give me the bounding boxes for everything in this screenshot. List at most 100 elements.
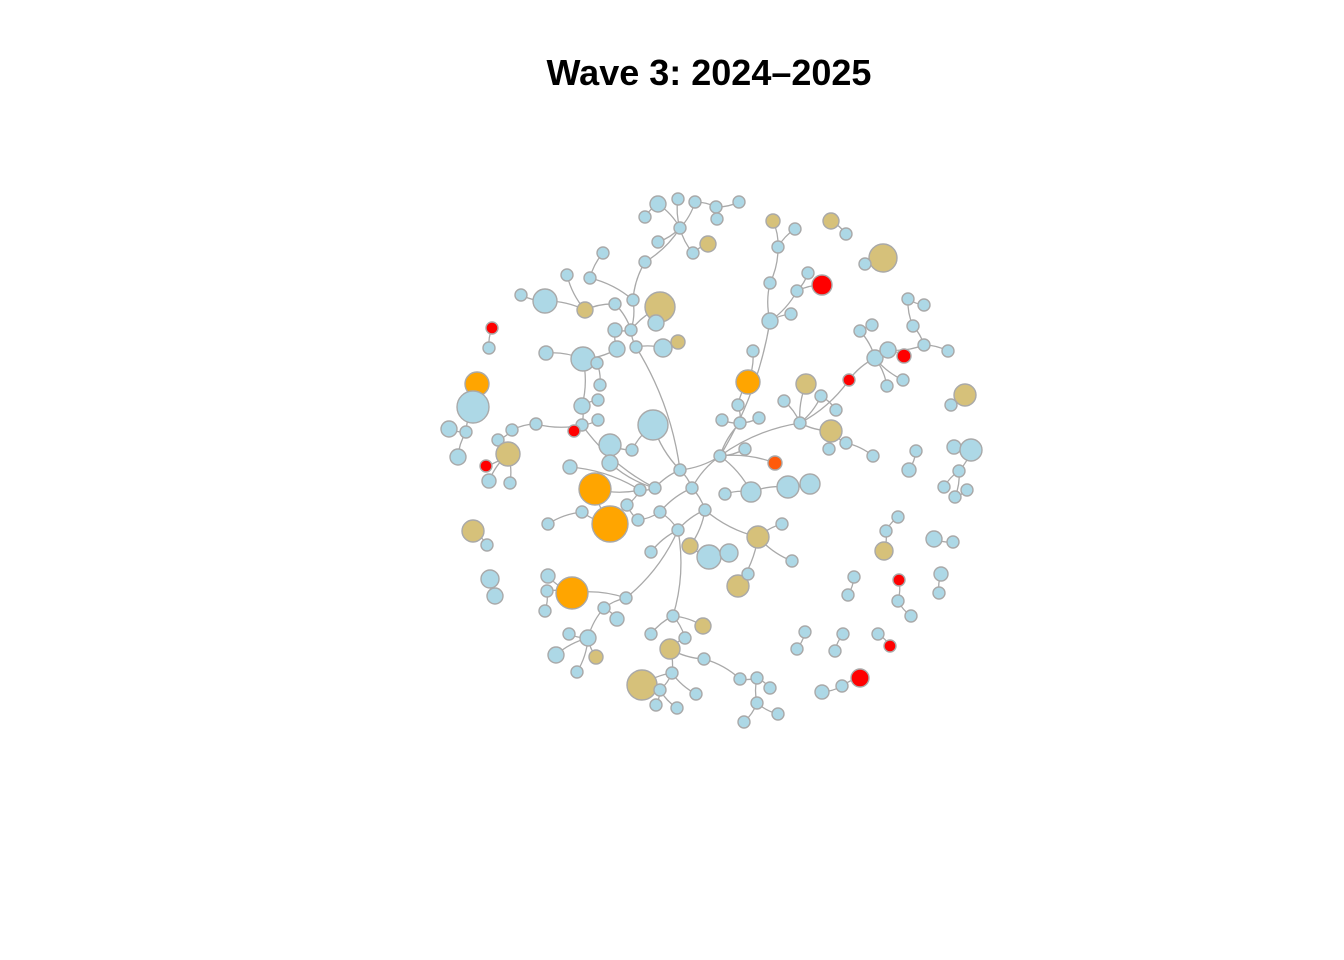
graph-node (567, 424, 581, 438)
graph-node (620, 498, 634, 512)
graph-node (486, 587, 504, 605)
graph-node (653, 338, 673, 358)
graph-node (946, 535, 960, 549)
graph-node (733, 672, 747, 686)
graph-node (673, 221, 687, 235)
graph-node (839, 227, 853, 241)
graph-node (697, 652, 711, 666)
graph-node (771, 240, 785, 254)
graph-node (491, 433, 505, 447)
graph-node (529, 417, 543, 431)
graph-node (638, 210, 652, 224)
graph-node (685, 481, 699, 495)
graph-node (795, 373, 817, 395)
graph-node (671, 192, 685, 206)
graph-node (449, 448, 467, 466)
graph-node (822, 212, 840, 230)
graph-node (653, 505, 667, 519)
graph-node (891, 510, 905, 524)
graph-node (925, 530, 943, 548)
graph-node (633, 483, 647, 497)
graph-node (726, 574, 750, 598)
graph-node (735, 369, 761, 395)
graph-node (583, 271, 597, 285)
graph-node (737, 715, 751, 729)
graph-node (944, 398, 958, 412)
graph-node (731, 398, 745, 412)
graph-node (793, 416, 807, 430)
graph-edge (672, 529, 682, 617)
graph-node (619, 591, 633, 605)
graph-node (482, 341, 496, 355)
graph-node (788, 222, 802, 236)
graph-node (638, 255, 652, 269)
graph-edge (625, 529, 679, 599)
graph-node (576, 301, 594, 319)
graph-node (906, 319, 920, 333)
graph-node (562, 627, 576, 641)
graph-node (740, 481, 762, 503)
graph-node (836, 627, 850, 641)
graph-node (575, 505, 589, 519)
graph-node (538, 604, 552, 618)
graph-node (541, 517, 555, 531)
graph-node (732, 195, 746, 209)
graph-node (649, 195, 667, 213)
graph-node (847, 570, 861, 584)
graph-node (608, 297, 622, 311)
graph-node (853, 324, 867, 338)
graph-node (671, 523, 685, 537)
graph-node (485, 321, 499, 335)
graph-node (883, 639, 897, 653)
graph-node (866, 449, 880, 463)
graph-node (941, 344, 955, 358)
graph-node (591, 393, 605, 407)
graph-node (829, 403, 843, 417)
graph-node (709, 200, 723, 214)
graph-node (673, 463, 687, 477)
graph-node (917, 298, 931, 312)
graph-node (570, 346, 596, 372)
graph-node (909, 444, 923, 458)
graph-node (631, 513, 645, 527)
graph-node (591, 505, 629, 543)
graph-node (801, 266, 815, 280)
graph-node (659, 638, 681, 660)
graph-node (480, 538, 494, 552)
graph-node (649, 698, 663, 712)
graph-node (771, 707, 785, 721)
graph-node (879, 524, 893, 538)
graph-node (790, 284, 804, 298)
graph-node (839, 436, 853, 450)
graph-node (629, 340, 643, 354)
graph-node (503, 476, 517, 490)
graph-node (858, 257, 872, 271)
graph-node (495, 441, 521, 467)
graph-node (879, 341, 897, 359)
graph-node (892, 573, 906, 587)
graph-node (514, 288, 528, 302)
graph-node (713, 449, 727, 463)
graph-node (917, 338, 931, 352)
graph-node (932, 586, 946, 600)
graph-node (688, 195, 702, 209)
graph-node (555, 576, 589, 610)
graph-node (459, 425, 473, 439)
graph-node (666, 609, 680, 623)
graph-node (593, 378, 607, 392)
graph-node (901, 462, 917, 478)
graph-node (750, 696, 764, 710)
graph-node (624, 323, 638, 337)
graph-node (481, 473, 497, 489)
graph-node (761, 312, 779, 330)
graph-node (835, 679, 849, 693)
graph-node (767, 455, 783, 471)
graph-node (698, 503, 712, 517)
graph-node (532, 288, 558, 314)
graph-node (578, 472, 612, 506)
graph-node (456, 390, 490, 424)
graph-node (609, 611, 625, 627)
graph-node (644, 545, 658, 559)
graph-node (637, 409, 669, 441)
graph-node (590, 356, 604, 370)
